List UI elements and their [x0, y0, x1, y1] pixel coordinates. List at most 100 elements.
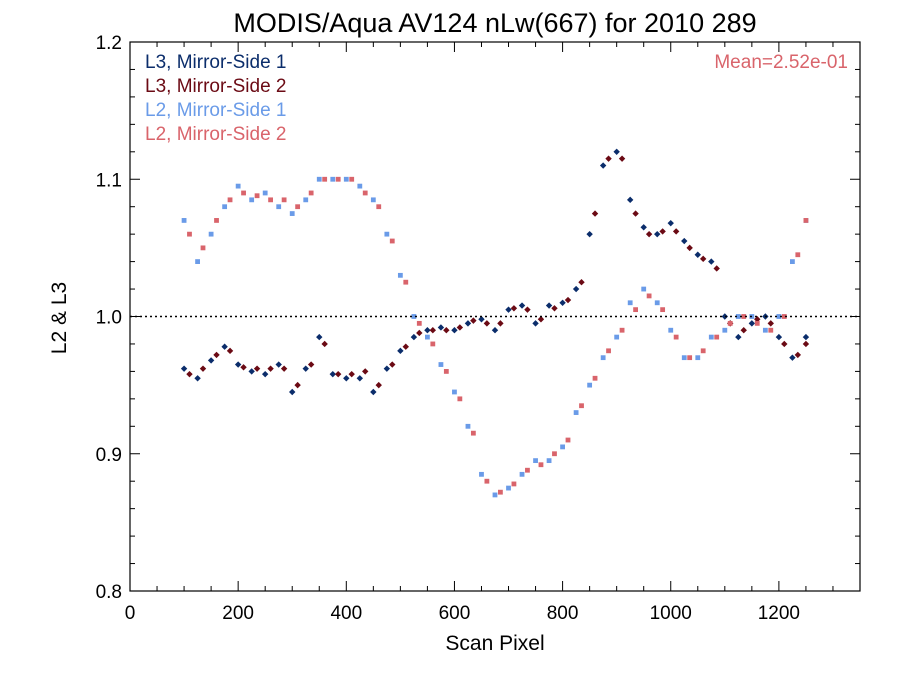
data-point [748, 320, 756, 327]
data-point [343, 176, 349, 182]
data-point [681, 355, 687, 361]
data-point [803, 218, 809, 223]
data-point [708, 258, 715, 265]
data-point [506, 485, 511, 491]
legend-entry: L2, Mirror-Side 2 [145, 124, 287, 145]
data-point [573, 410, 579, 415]
data-point [280, 365, 288, 372]
data-point [790, 259, 795, 264]
data-point [735, 333, 742, 341]
data-point [430, 341, 436, 347]
data-point [194, 375, 201, 382]
x-tick-label: 1000 [650, 603, 692, 624]
data-point [498, 489, 503, 495]
data-point [316, 176, 322, 182]
data-point [425, 334, 430, 340]
data-point [186, 370, 193, 378]
data-point [552, 451, 557, 457]
data-point [633, 307, 638, 313]
data-point [329, 370, 336, 378]
data-point [654, 230, 661, 238]
data-point [402, 343, 409, 350]
data-point [802, 333, 810, 341]
data-point [518, 302, 526, 309]
data-point [533, 458, 538, 464]
data-point [564, 296, 572, 304]
data-point [627, 300, 633, 306]
data-point [551, 305, 558, 312]
data-point [687, 355, 693, 361]
data-point [416, 320, 422, 326]
data-point [483, 320, 491, 327]
data-point [464, 320, 472, 327]
y-axis-ticks: 0.8 0.9 1.0 1.1 1.2 [96, 33, 860, 603]
data-point [613, 148, 620, 155]
data-point [600, 355, 606, 361]
data-point [384, 231, 390, 237]
y-tick-label: 1.2 [96, 33, 122, 54]
x-tick-label: 600 [439, 603, 471, 624]
y-axis-label: L2 & L3 [48, 282, 71, 354]
data-point [457, 396, 463, 402]
data-point [302, 365, 309, 372]
data-point [370, 388, 377, 396]
data-point [591, 210, 599, 217]
data-point [322, 176, 328, 182]
data-point [199, 365, 207, 372]
data-point [470, 317, 477, 324]
data-point [626, 196, 634, 204]
data-point [416, 329, 423, 337]
data-point [727, 320, 733, 326]
data-point [525, 467, 530, 473]
data-point [659, 228, 666, 235]
legend-entry: L2, Mirror-Side 1 [145, 100, 287, 121]
data-point [437, 324, 445, 331]
data-point [699, 255, 707, 263]
data-point [222, 204, 228, 210]
data-point [681, 237, 688, 245]
data-point [781, 340, 788, 348]
data-point [289, 388, 296, 396]
data-point [294, 381, 301, 389]
data-point [451, 327, 458, 334]
data-point [276, 204, 282, 210]
data-point [537, 316, 545, 323]
data-point [606, 348, 611, 354]
data-point [213, 351, 220, 359]
data-point [579, 403, 584, 409]
data-point [505, 306, 512, 313]
data-point [672, 228, 680, 235]
data-point [375, 381, 382, 389]
data-point [479, 471, 484, 477]
series-0 [180, 148, 810, 396]
data-point [721, 313, 729, 320]
data-point [241, 190, 246, 196]
data-point [349, 176, 355, 182]
data-point [330, 176, 336, 182]
data-point [578, 278, 585, 286]
data-point [248, 368, 255, 375]
x-tick-label: 1200 [758, 603, 800, 624]
data-point [254, 193, 260, 199]
data-point [754, 316, 761, 323]
data-point [465, 423, 471, 429]
legend-entry: L3, Mirror-Side 1 [145, 52, 287, 73]
data-point [668, 327, 674, 333]
data-point [383, 365, 391, 372]
data-point [640, 224, 647, 231]
chart-title: MODIS/Aqua AV124 nLw(667) for 2010 289 [233, 8, 756, 38]
data-point [641, 286, 647, 292]
data-point [357, 183, 363, 189]
data-point [802, 340, 810, 348]
data-point [599, 162, 607, 169]
y-tick-label: 1.1 [96, 170, 122, 191]
data-point [781, 314, 787, 319]
data-point [532, 320, 539, 327]
data-point [587, 382, 593, 388]
data-point [208, 231, 214, 237]
data-point [646, 293, 652, 299]
data-point [776, 314, 782, 319]
data-point [559, 299, 566, 306]
data-point [456, 324, 464, 331]
data-point [268, 197, 273, 203]
